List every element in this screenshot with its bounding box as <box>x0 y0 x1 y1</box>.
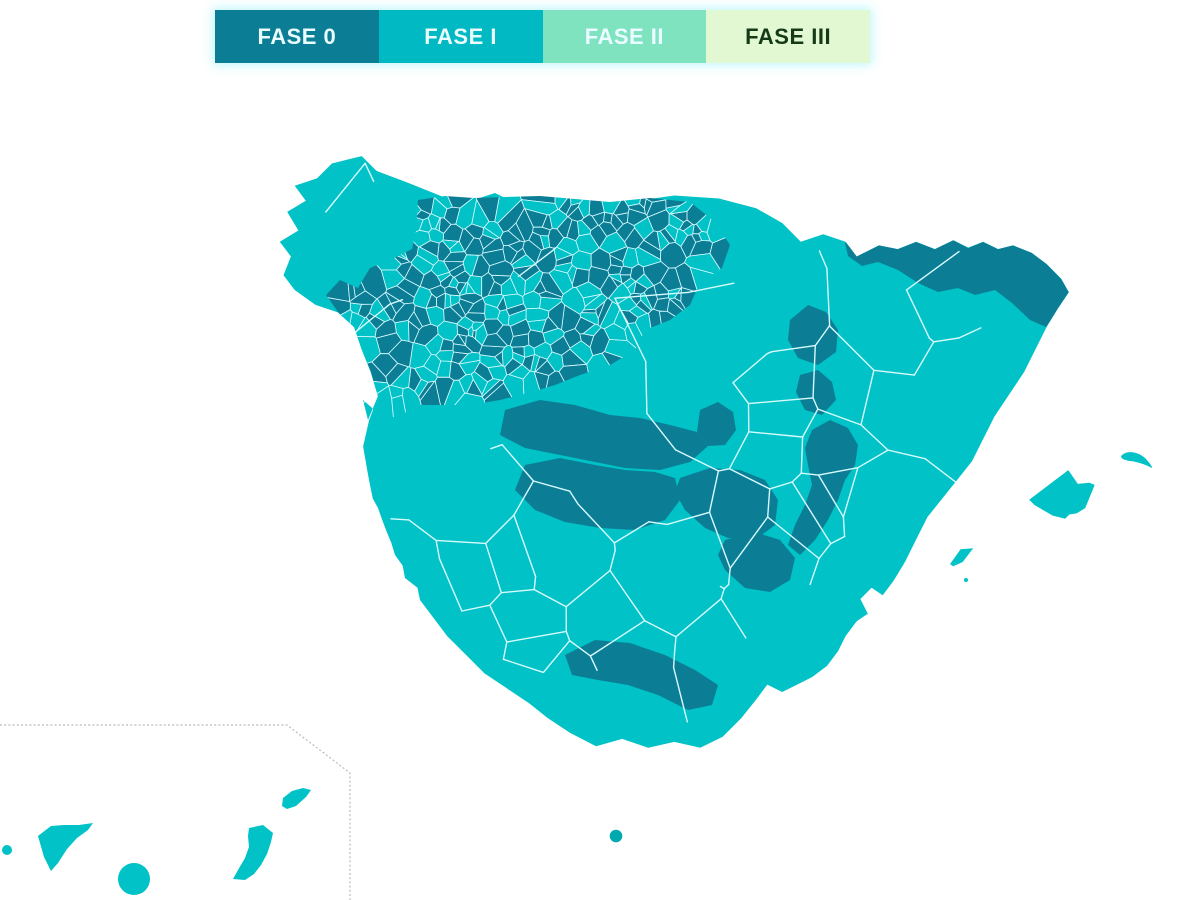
cadiz <box>432 698 500 758</box>
